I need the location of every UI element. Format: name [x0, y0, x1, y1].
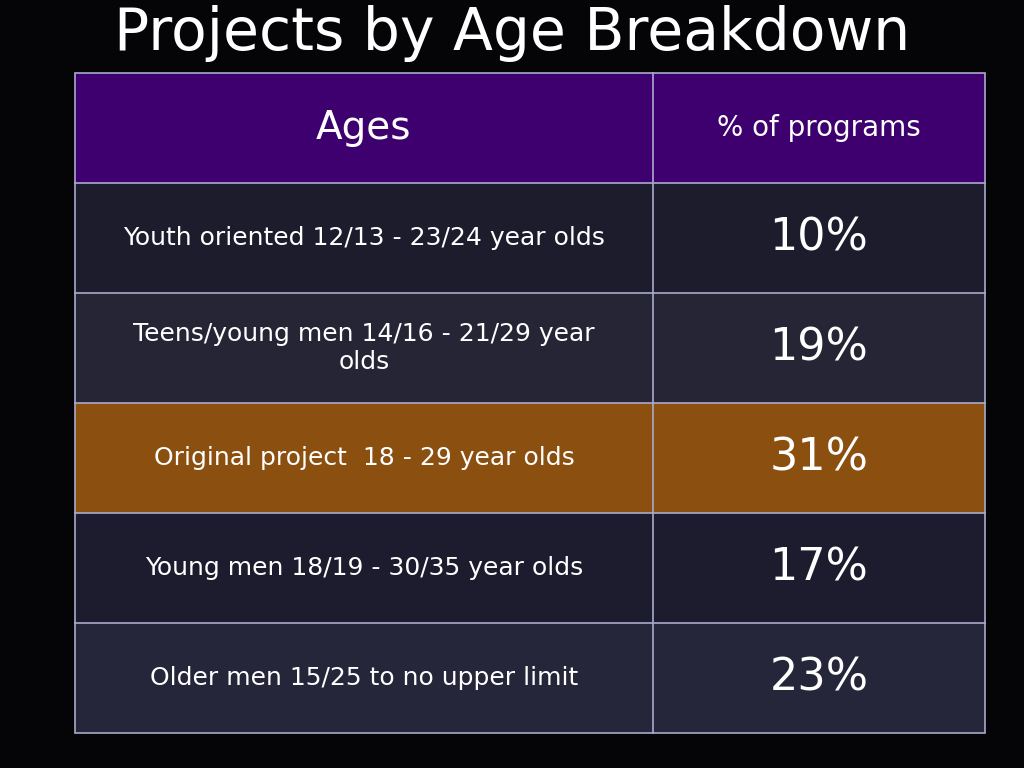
Text: 10%: 10%	[769, 217, 868, 260]
Text: Young men 18/19 - 30/35 year olds: Young men 18/19 - 30/35 year olds	[144, 556, 583, 580]
Bar	[75, 623, 985, 733]
Text: Projects by Age Breakdown: Projects by Age Breakdown	[114, 5, 910, 61]
Bar	[75, 513, 985, 623]
Text: % of programs: % of programs	[717, 114, 921, 142]
Text: Original project  18 - 29 year olds: Original project 18 - 29 year olds	[154, 446, 574, 470]
Text: 31%: 31%	[769, 436, 868, 479]
Text: Ages: Ages	[316, 109, 412, 147]
Bar	[75, 73, 985, 183]
Text: Teens/young men 14/16 - 21/29 year
olds: Teens/young men 14/16 - 21/29 year olds	[133, 322, 595, 374]
Bar	[75, 403, 985, 513]
Text: Older men 15/25 to no upper limit: Older men 15/25 to no upper limit	[150, 666, 579, 690]
Bar	[75, 293, 985, 403]
Text: 23%: 23%	[769, 657, 868, 700]
Text: 17%: 17%	[769, 547, 868, 590]
Text: 19%: 19%	[769, 326, 868, 369]
Bar	[75, 183, 985, 293]
Bar	[75, 73, 985, 733]
Text: Youth oriented 12/13 - 23/24 year olds: Youth oriented 12/13 - 23/24 year olds	[123, 226, 605, 250]
